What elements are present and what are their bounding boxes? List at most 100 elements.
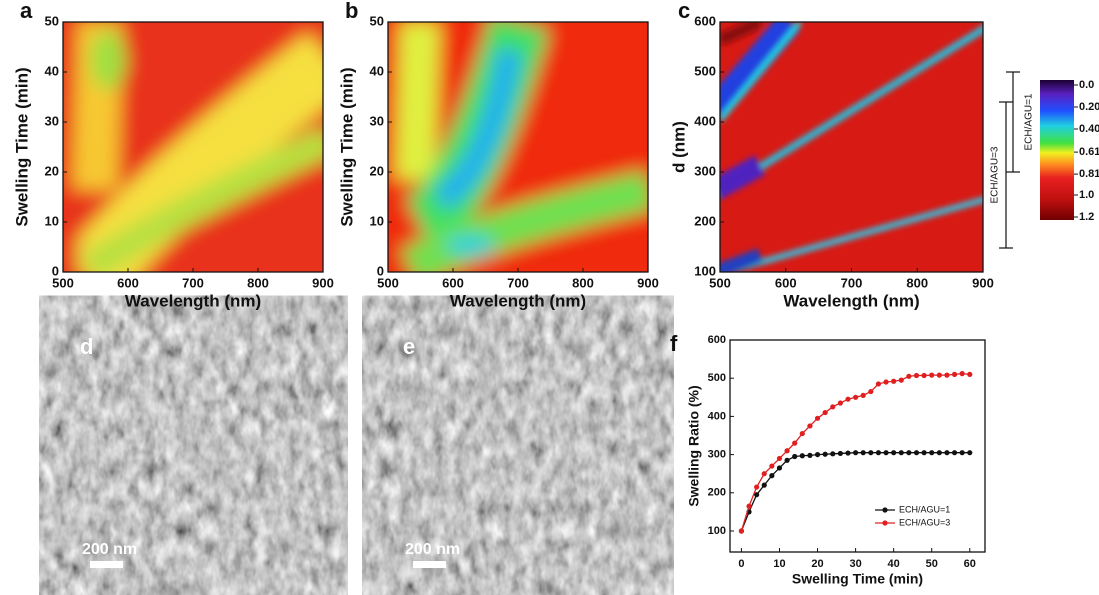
colorbar-tick-label: 0.40 bbox=[1079, 123, 1099, 135]
scale-label: 200 nm bbox=[405, 541, 460, 558]
y-tick-label: 400 bbox=[708, 410, 726, 422]
colorbar-tick-label: 1.2 bbox=[1079, 211, 1094, 223]
data-point bbox=[738, 528, 745, 534]
y-tick-label: 20 bbox=[45, 163, 59, 178]
y-tick-label: 300 bbox=[708, 449, 726, 461]
data-point bbox=[967, 450, 973, 456]
x-tick-label: 900 bbox=[972, 275, 994, 290]
data-point bbox=[822, 409, 828, 416]
y-tick-label: 200 bbox=[694, 213, 716, 228]
data-point bbox=[776, 455, 783, 462]
data-point bbox=[875, 450, 882, 456]
data-point bbox=[814, 451, 821, 458]
x-tick-label: 700 bbox=[507, 275, 529, 290]
legend-label: ECH/AGU=3 bbox=[899, 517, 950, 527]
data-point bbox=[852, 394, 859, 400]
data-point bbox=[891, 378, 897, 384]
panel-letter: d bbox=[80, 334, 93, 359]
panel-letter: f bbox=[670, 331, 678, 356]
x-tick-label: 700 bbox=[841, 275, 863, 290]
y-tick-label: 50 bbox=[370, 13, 384, 28]
x-tick-label: 500 bbox=[52, 275, 74, 290]
bracket-label: ECH/AGU=1 bbox=[1024, 93, 1035, 150]
y-tick-label: 30 bbox=[370, 113, 384, 128]
data-point bbox=[891, 450, 897, 456]
y-tick-label: 10 bbox=[370, 213, 384, 228]
y-tick-label: 50 bbox=[45, 13, 59, 28]
data-point bbox=[822, 451, 828, 457]
data-point bbox=[883, 379, 889, 385]
x-tick-label: 20 bbox=[811, 558, 823, 570]
y-tick-label: 400 bbox=[694, 113, 716, 128]
data-point bbox=[913, 450, 920, 456]
data-point bbox=[830, 404, 836, 410]
y-tick-label: 100 bbox=[708, 525, 726, 537]
data-point bbox=[921, 372, 927, 379]
y-tick-label: 40 bbox=[45, 63, 59, 78]
data-point bbox=[898, 450, 904, 456]
x-axis-label: Wavelength (nm) bbox=[125, 291, 261, 310]
data-point bbox=[784, 457, 790, 463]
x-tick-label: 800 bbox=[906, 275, 928, 290]
data-point bbox=[792, 453, 798, 460]
data-point bbox=[776, 465, 783, 471]
data-point bbox=[807, 452, 813, 458]
y-tick-label: 600 bbox=[694, 13, 716, 28]
y-tick-label: 500 bbox=[708, 372, 726, 384]
data-point bbox=[830, 451, 836, 457]
y-tick-label: 600 bbox=[708, 334, 726, 346]
data-point bbox=[761, 471, 767, 477]
data-point bbox=[951, 371, 958, 377]
x-axis-label: Swelling Time (min) bbox=[792, 571, 923, 587]
y-tick-label: 40 bbox=[370, 63, 384, 78]
sem-image-e bbox=[388, 322, 648, 585]
panel-letter: a bbox=[20, 0, 33, 23]
heatmap-c-field bbox=[720, 22, 983, 272]
data-point bbox=[921, 450, 927, 456]
x-tick-label: 800 bbox=[247, 275, 269, 290]
data-point bbox=[951, 450, 958, 456]
y-tick-label: 0 bbox=[52, 263, 59, 278]
data-point bbox=[929, 450, 935, 456]
x-tick-label: 50 bbox=[926, 558, 938, 570]
data-point bbox=[959, 450, 965, 456]
data-point bbox=[754, 484, 760, 490]
data-point bbox=[769, 463, 775, 469]
heatmap-b-field bbox=[388, 22, 648, 272]
x-tick-label: 500 bbox=[377, 275, 399, 290]
heatmap-a-field bbox=[63, 22, 323, 272]
colorbar-tick-label: 1.0 bbox=[1079, 189, 1094, 201]
y-tick-label: 30 bbox=[45, 113, 59, 128]
x-tick-label: 10 bbox=[773, 558, 785, 570]
panel-letter: e bbox=[403, 334, 415, 359]
brackets bbox=[999, 71, 1020, 249]
x-tick-label: 600 bbox=[775, 275, 797, 290]
data-point bbox=[906, 373, 912, 379]
x-tick-label: 500 bbox=[709, 275, 731, 290]
data-point bbox=[868, 450, 874, 456]
x-tick-label: 600 bbox=[442, 275, 464, 290]
legend-label: ECH/AGU=1 bbox=[899, 504, 950, 514]
data-point bbox=[845, 450, 851, 456]
data-point bbox=[761, 482, 767, 488]
data-point bbox=[967, 371, 973, 377]
panel-letter: c bbox=[678, 0, 690, 23]
data-point bbox=[769, 473, 775, 479]
data-point bbox=[883, 450, 889, 456]
data-point bbox=[959, 371, 965, 377]
data-point bbox=[792, 440, 798, 446]
colorbar bbox=[1040, 80, 1074, 220]
x-axis-label: Wavelength (nm) bbox=[783, 291, 919, 310]
scale-label: 200 nm bbox=[82, 541, 137, 558]
data-point bbox=[898, 377, 904, 383]
data-point bbox=[746, 503, 752, 509]
x-tick-label: 800 bbox=[572, 275, 594, 290]
data-point bbox=[913, 372, 920, 379]
y-axis-label: Swelling Time (min) bbox=[337, 67, 356, 226]
y-tick-label: 200 bbox=[708, 487, 726, 499]
data-point bbox=[868, 388, 874, 395]
x-tick-label: 600 bbox=[117, 275, 139, 290]
colorbar-tick-label: 0.20 bbox=[1079, 101, 1099, 113]
data-point bbox=[860, 392, 866, 398]
